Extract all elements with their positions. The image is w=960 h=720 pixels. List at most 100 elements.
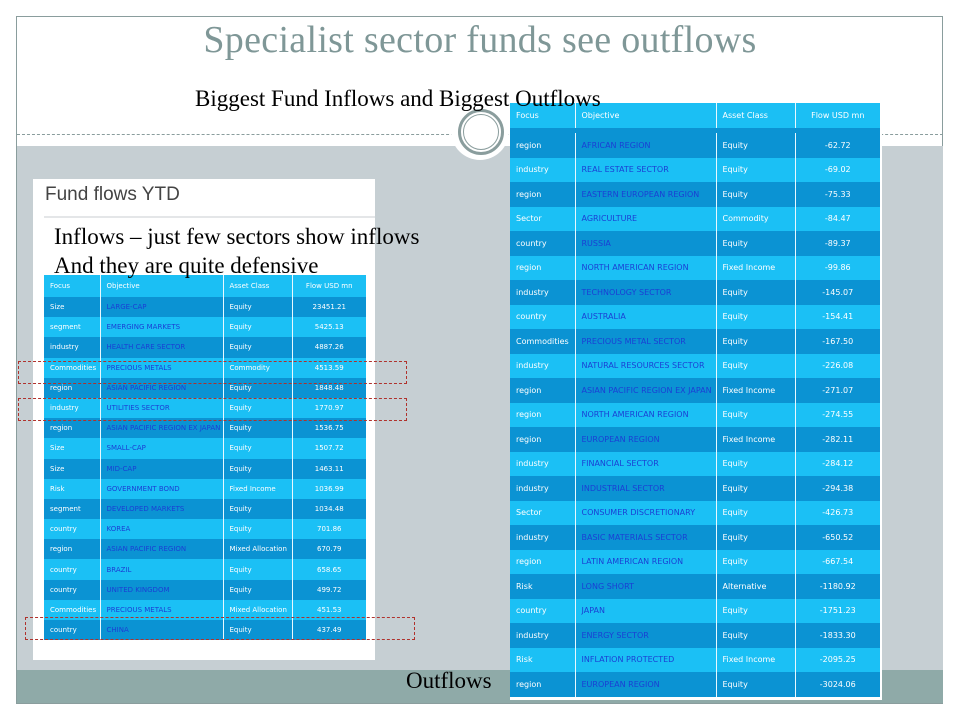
cell-objective[interactable]: EASTERN EUROPEAN REGION [574, 182, 716, 207]
cell-objective[interactable]: CONSUMER DISCRETIONARY [574, 500, 716, 525]
table-row: region AFRICAN REGION Equity -62.72 [510, 130, 880, 158]
outflows-table: Focus Objective Asset Class Flow USD mn regi… [510, 103, 880, 697]
cell-asset-class: Equity [715, 672, 795, 697]
column-header-objective: Objective [574, 103, 716, 133]
cell-objective[interactable]: INDUSTRIAL SECTOR [574, 476, 716, 501]
cell-objective[interactable]: JAPAN [574, 598, 716, 623]
table-row: segment DEVELOPED MARKETS Equity 1034.48 [44, 498, 366, 520]
cell-objective[interactable]: ASIAN PACIFIC REGION [99, 539, 223, 560]
cell-focus: industry [510, 353, 575, 378]
cell-objective[interactable]: HEALTH CARE SECTOR [99, 337, 223, 358]
cell-objective[interactable]: LATIN AMERICAN REGION [574, 549, 716, 574]
cell-objective[interactable]: NATURAL RESOURCES SECTOR [574, 353, 716, 378]
cell-flow: 1536.75 [291, 418, 366, 439]
table-row: Size SMALL-CAP Equity 1507.72 [44, 438, 366, 459]
cell-focus: country [44, 519, 100, 540]
column-header-flow: Flow USD mn [291, 275, 366, 297]
cell-objective[interactable]: EUROPEAN REGION [574, 672, 716, 697]
table-row: region ASIAN PACIFIC REGION EX JAPAN Fixed… [510, 378, 880, 403]
cell-objective[interactable]: KOREA [99, 519, 223, 540]
table-row: industry BASIC MATERIALS SECTOR Equity -650… [510, 525, 880, 550]
panel-divider [44, 216, 375, 218]
cell-asset-class: Equity [715, 402, 795, 427]
table-row: region NORTH AMERICAN REGION Fixed Income -… [510, 255, 880, 280]
cell-flow: -294.38 [794, 476, 880, 501]
cell-asset-class: Equity [715, 525, 795, 550]
table-row: segment EMERGING MARKETS Equity 5425.13 [44, 317, 366, 338]
cell-flow: 1848.48 [291, 377, 366, 398]
outflows-label: Outflows [406, 668, 492, 693]
cell-flow: -1833.30 [794, 623, 880, 648]
cell-objective[interactable]: AUSTRALIA [574, 304, 716, 329]
cell-flow: -84.47 [794, 206, 880, 231]
cell-flow: 670.79 [291, 539, 366, 560]
cell-flow: 1507.72 [291, 438, 366, 459]
cell-focus: country [510, 598, 575, 623]
cell-objective[interactable]: PRECIOUS METALS [99, 599, 223, 620]
cell-objective[interactable]: LONG SHORT [574, 574, 716, 599]
cell-objective[interactable]: ASIAN PACIFIC REGION EX JAPAN [574, 378, 716, 403]
column-header-focus: Focus [44, 275, 100, 297]
cell-objective[interactable]: NORTH AMERICAN REGION [574, 402, 716, 427]
cell-objective[interactable]: UNITED KINGDOM [99, 579, 223, 600]
cell-flow: 1463.11 [291, 458, 366, 479]
cell-objective[interactable]: ASIAN PACIFIC REGION EX JAPAN [99, 418, 223, 439]
cell-objective[interactable]: FINANCIAL SECTOR [574, 451, 716, 476]
cell-focus: industry [510, 280, 575, 305]
cell-objective[interactable]: AGRICULTURE [574, 206, 716, 231]
cell-asset-class: Equity [715, 623, 795, 648]
cell-objective[interactable]: NORTH AMERICAN REGION [574, 255, 716, 280]
cell-asset-class: Alternative [715, 574, 795, 599]
cell-objective[interactable]: RUSSIA [574, 231, 716, 256]
cell-flow: -69.02 [794, 157, 880, 182]
cell-focus: region [510, 130, 575, 158]
cell-objective[interactable]: UTILITIES SECTOR [99, 397, 223, 419]
cell-objective[interactable]: BASIC MATERIALS SECTOR [574, 525, 716, 550]
cell-flow: 1034.48 [291, 498, 366, 520]
cell-objective[interactable]: LARGE-CAP [99, 297, 223, 318]
cell-asset-class: Fixed Income [222, 478, 292, 499]
table-row: region EUROPEAN REGION Equity -3024.06 [510, 672, 880, 697]
inflows-note: Inflows – just few sectors show inflows … [54, 222, 419, 280]
cell-objective[interactable]: GOVERNMENT BOND [99, 478, 223, 499]
cell-objective[interactable]: INFLATION PROTECTED [574, 647, 716, 672]
table-row: region LATIN AMERICAN REGION Equity -667.54 [510, 549, 880, 574]
cell-focus: Commodities [510, 329, 575, 354]
cell-objective[interactable]: CHINA [99, 620, 223, 641]
cell-objective[interactable]: AFRICAN REGION [574, 130, 716, 158]
cell-focus: Risk [510, 647, 575, 672]
table-row: Commodities PRECIOUS METALS Commodity 4513.… [44, 357, 366, 378]
cell-objective[interactable]: TECHNOLOGY SECTOR [574, 280, 716, 305]
cell-objective[interactable]: REAL ESTATE SECTOR [574, 157, 716, 182]
cell-flow: -1751.23 [794, 598, 880, 623]
cell-objective[interactable]: ENERGY SECTOR [574, 623, 716, 648]
cell-focus: region [510, 427, 575, 452]
cell-asset-class: Equity [715, 476, 795, 501]
cell-flow: 1036.99 [291, 478, 366, 499]
cell-objective[interactable]: PRECIOUS METAL SECTOR [574, 329, 716, 354]
cell-objective[interactable]: PRECIOUS METALS [99, 357, 223, 378]
cell-asset-class: Equity [715, 280, 795, 305]
cell-objective[interactable]: BRAZIL [99, 559, 223, 580]
cell-asset-class: Equity [222, 559, 292, 580]
cell-objective[interactable]: ASIAN PACIFIC REGION [99, 377, 223, 398]
cell-flow: -274.55 [794, 402, 880, 427]
cell-objective[interactable]: MID-CAP [99, 458, 223, 479]
cell-asset-class: Equity [715, 598, 795, 623]
cell-asset-class: Equity [222, 438, 292, 459]
cell-objective[interactable]: SMALL-CAP [99, 438, 223, 459]
cell-objective[interactable]: EUROPEAN REGION [574, 427, 716, 452]
table-row: Commodities PRECIOUS METAL SECTOR Equity -1… [510, 329, 880, 354]
cell-objective[interactable]: DEVELOPED MARKETS [99, 498, 223, 520]
table-row: region ASIAN PACIFIC REGION Equity 1848.48 [44, 377, 366, 398]
cell-flow: -154.41 [794, 304, 880, 329]
cell-focus: Risk [44, 478, 100, 499]
slide-title: Specialist sector funds see outflows [203, 19, 757, 61]
cell-flow: -89.37 [794, 231, 880, 256]
table-row: industry INDUSTRIAL SECTOR Equity -294.38 [510, 476, 880, 501]
cell-objective[interactable]: EMERGING MARKETS [99, 317, 223, 338]
cell-asset-class: Equity [715, 130, 795, 158]
column-header-asset-class: Asset Class [222, 275, 292, 297]
cell-focus: country [44, 579, 100, 600]
cell-focus: industry [44, 337, 100, 358]
